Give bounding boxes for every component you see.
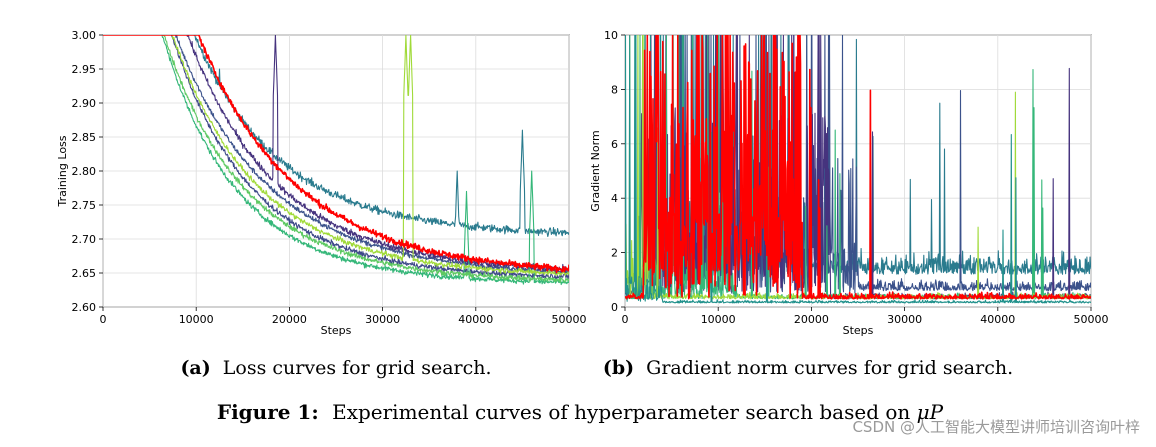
gradnorm-chart-xlabel: Steps [843,324,874,337]
gradnorm-chart-ylabel: Gradient Norm [589,130,602,211]
loss-chart-caption: (a) Loss curves for grid search. [180,357,491,379]
gradnorm-series-run-4 [625,35,1091,300]
loss-xtick-label: 10000 [179,313,214,326]
gradnorm-ytick-label: 10 [604,29,618,42]
loss-ytick-label: 2.85 [72,131,97,144]
loss-chart-xlabel: Steps [321,324,352,337]
figure-caption-math: μP [917,400,944,424]
loss-xtick-label: 40000 [458,313,493,326]
gradnorm-xtick-label: 0 [622,313,629,326]
loss-ytick-label: 2.70 [72,233,97,246]
gradnorm-xtick-label: 50000 [1074,313,1109,326]
loss-xtick-label: 20000 [272,313,307,326]
gradnorm-ytick-label: 4 [611,192,618,205]
loss-xtick-label: 50000 [552,313,587,326]
gradnorm-ytick-label: 6 [611,138,618,151]
loss-series-run-7 [103,35,569,276]
loss-series-run-6 [103,35,569,283]
loss-chart-ylabel: Training Loss [56,135,69,207]
gradnorm-xtick-label: 20000 [794,313,829,326]
loss-series-run-5 [103,35,569,286]
loss-xtick-label: 30000 [365,313,400,326]
gradnorm-xtick-label: 40000 [980,313,1015,326]
loss-chart: 0 10000 20000 30000 40000 50000 2.60 2.65 2.70 2.… [56,29,587,379]
gradnorm-series-run-6 [625,35,1091,304]
loss-series-run-4 [103,35,569,280]
gradnorm-chart-caption-text: Gradient norm curves for grid search. [646,357,1013,379]
figure-caption: Figure 1: Experimental curves of hyperpa… [217,400,944,424]
loss-ytick-label: 2.60 [72,301,97,314]
figure-caption-text: Experimental curves of hyperparameter se… [332,400,917,424]
loss-ytick-label: 2.80 [72,165,97,178]
loss-chart-lines [103,35,569,286]
loss-ytick-label: 2.95 [72,63,97,76]
loss-ytick-label: 2.75 [72,199,97,212]
watermark: CSDN @人工智能大模型讲师培训咨询叶梓 [852,418,1140,436]
loss-ytick-label: 2.90 [72,97,97,110]
loss-ytick-label: 2.65 [72,267,97,280]
gradnorm-ytick-label: 0 [611,301,618,314]
loss-chart-ticks: 0 10000 20000 30000 40000 50000 2.60 2.65 2.70 2.… [72,29,587,326]
gradnorm-ytick-label: 8 [611,83,618,96]
gradnorm-xtick-label: 10000 [701,313,736,326]
gradnorm-chart-ticks: 0 10000 20000 30000 40000 50000 0 2 4 6 8 10 [604,29,1109,326]
gradnorm-chart-lines [625,35,1091,304]
loss-chart-caption-label: (a) [180,357,210,379]
gradnorm-chart-caption-label: (b) [603,357,634,379]
loss-series-run-1 [103,35,569,238]
gradnorm-chart-caption: (b) Gradient norm curves for grid search… [603,357,1013,379]
gradnorm-ytick-label: 2 [611,247,618,260]
loss-chart-grid [102,34,570,308]
loss-series-run-3 [103,35,569,273]
loss-chart-caption-text: Loss curves for grid search. [223,357,492,379]
loss-xtick-label: 0 [100,313,107,326]
figure-caption-label: Figure 1: [217,400,319,424]
gradnorm-xtick-label: 30000 [887,313,922,326]
loss-series-run-8 [103,35,569,274]
gradnorm-series-run-7 [625,35,1091,300]
loss-ytick-label: 3.00 [72,29,97,42]
